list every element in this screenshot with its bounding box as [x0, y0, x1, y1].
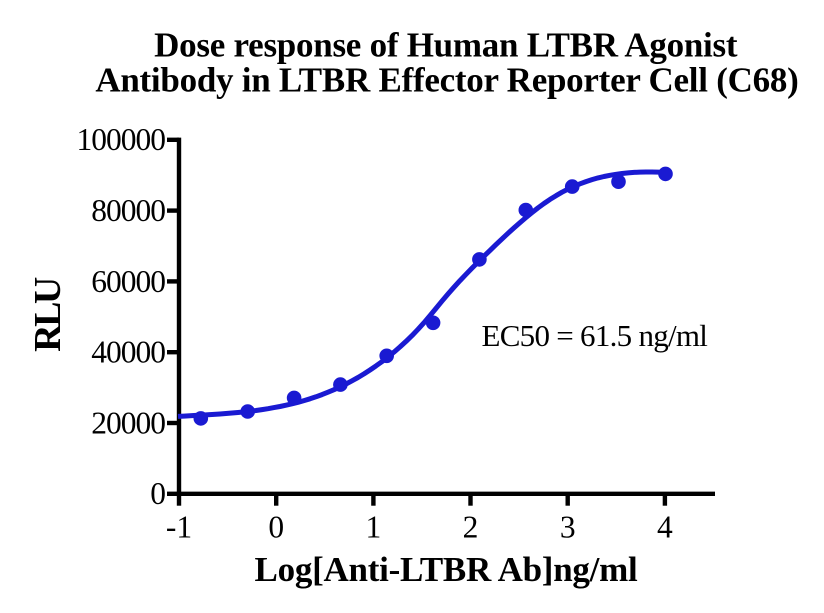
svg-text:Antibody in LTBR Effector Repo: Antibody in LTBR Effector Reporter Cell … [95, 61, 798, 100]
svg-text:80000: 80000 [91, 193, 165, 228]
svg-text:40000: 40000 [91, 335, 165, 370]
svg-text:Log[Anti-LTBR Ab]ng/ml: Log[Anti-LTBR Ab]ng/ml [255, 550, 638, 589]
svg-text:0: 0 [268, 510, 284, 545]
svg-text:Dose response of Human LTBR Ag: Dose response of Human LTBR Agonist [154, 26, 738, 65]
svg-text:EC50 = 61.5 ng/ml: EC50 = 61.5 ng/ml [482, 318, 708, 353]
svg-text:-1: -1 [166, 510, 192, 545]
svg-text:100000: 100000 [77, 122, 166, 157]
svg-text:20000: 20000 [91, 405, 165, 440]
svg-text:2: 2 [463, 510, 479, 545]
svg-text:3: 3 [560, 510, 576, 545]
svg-text:60000: 60000 [91, 264, 165, 299]
svg-text:4: 4 [657, 510, 673, 545]
svg-text:0: 0 [150, 476, 165, 511]
svg-text:RLU: RLU [27, 277, 69, 352]
svg-text:1: 1 [366, 510, 382, 545]
